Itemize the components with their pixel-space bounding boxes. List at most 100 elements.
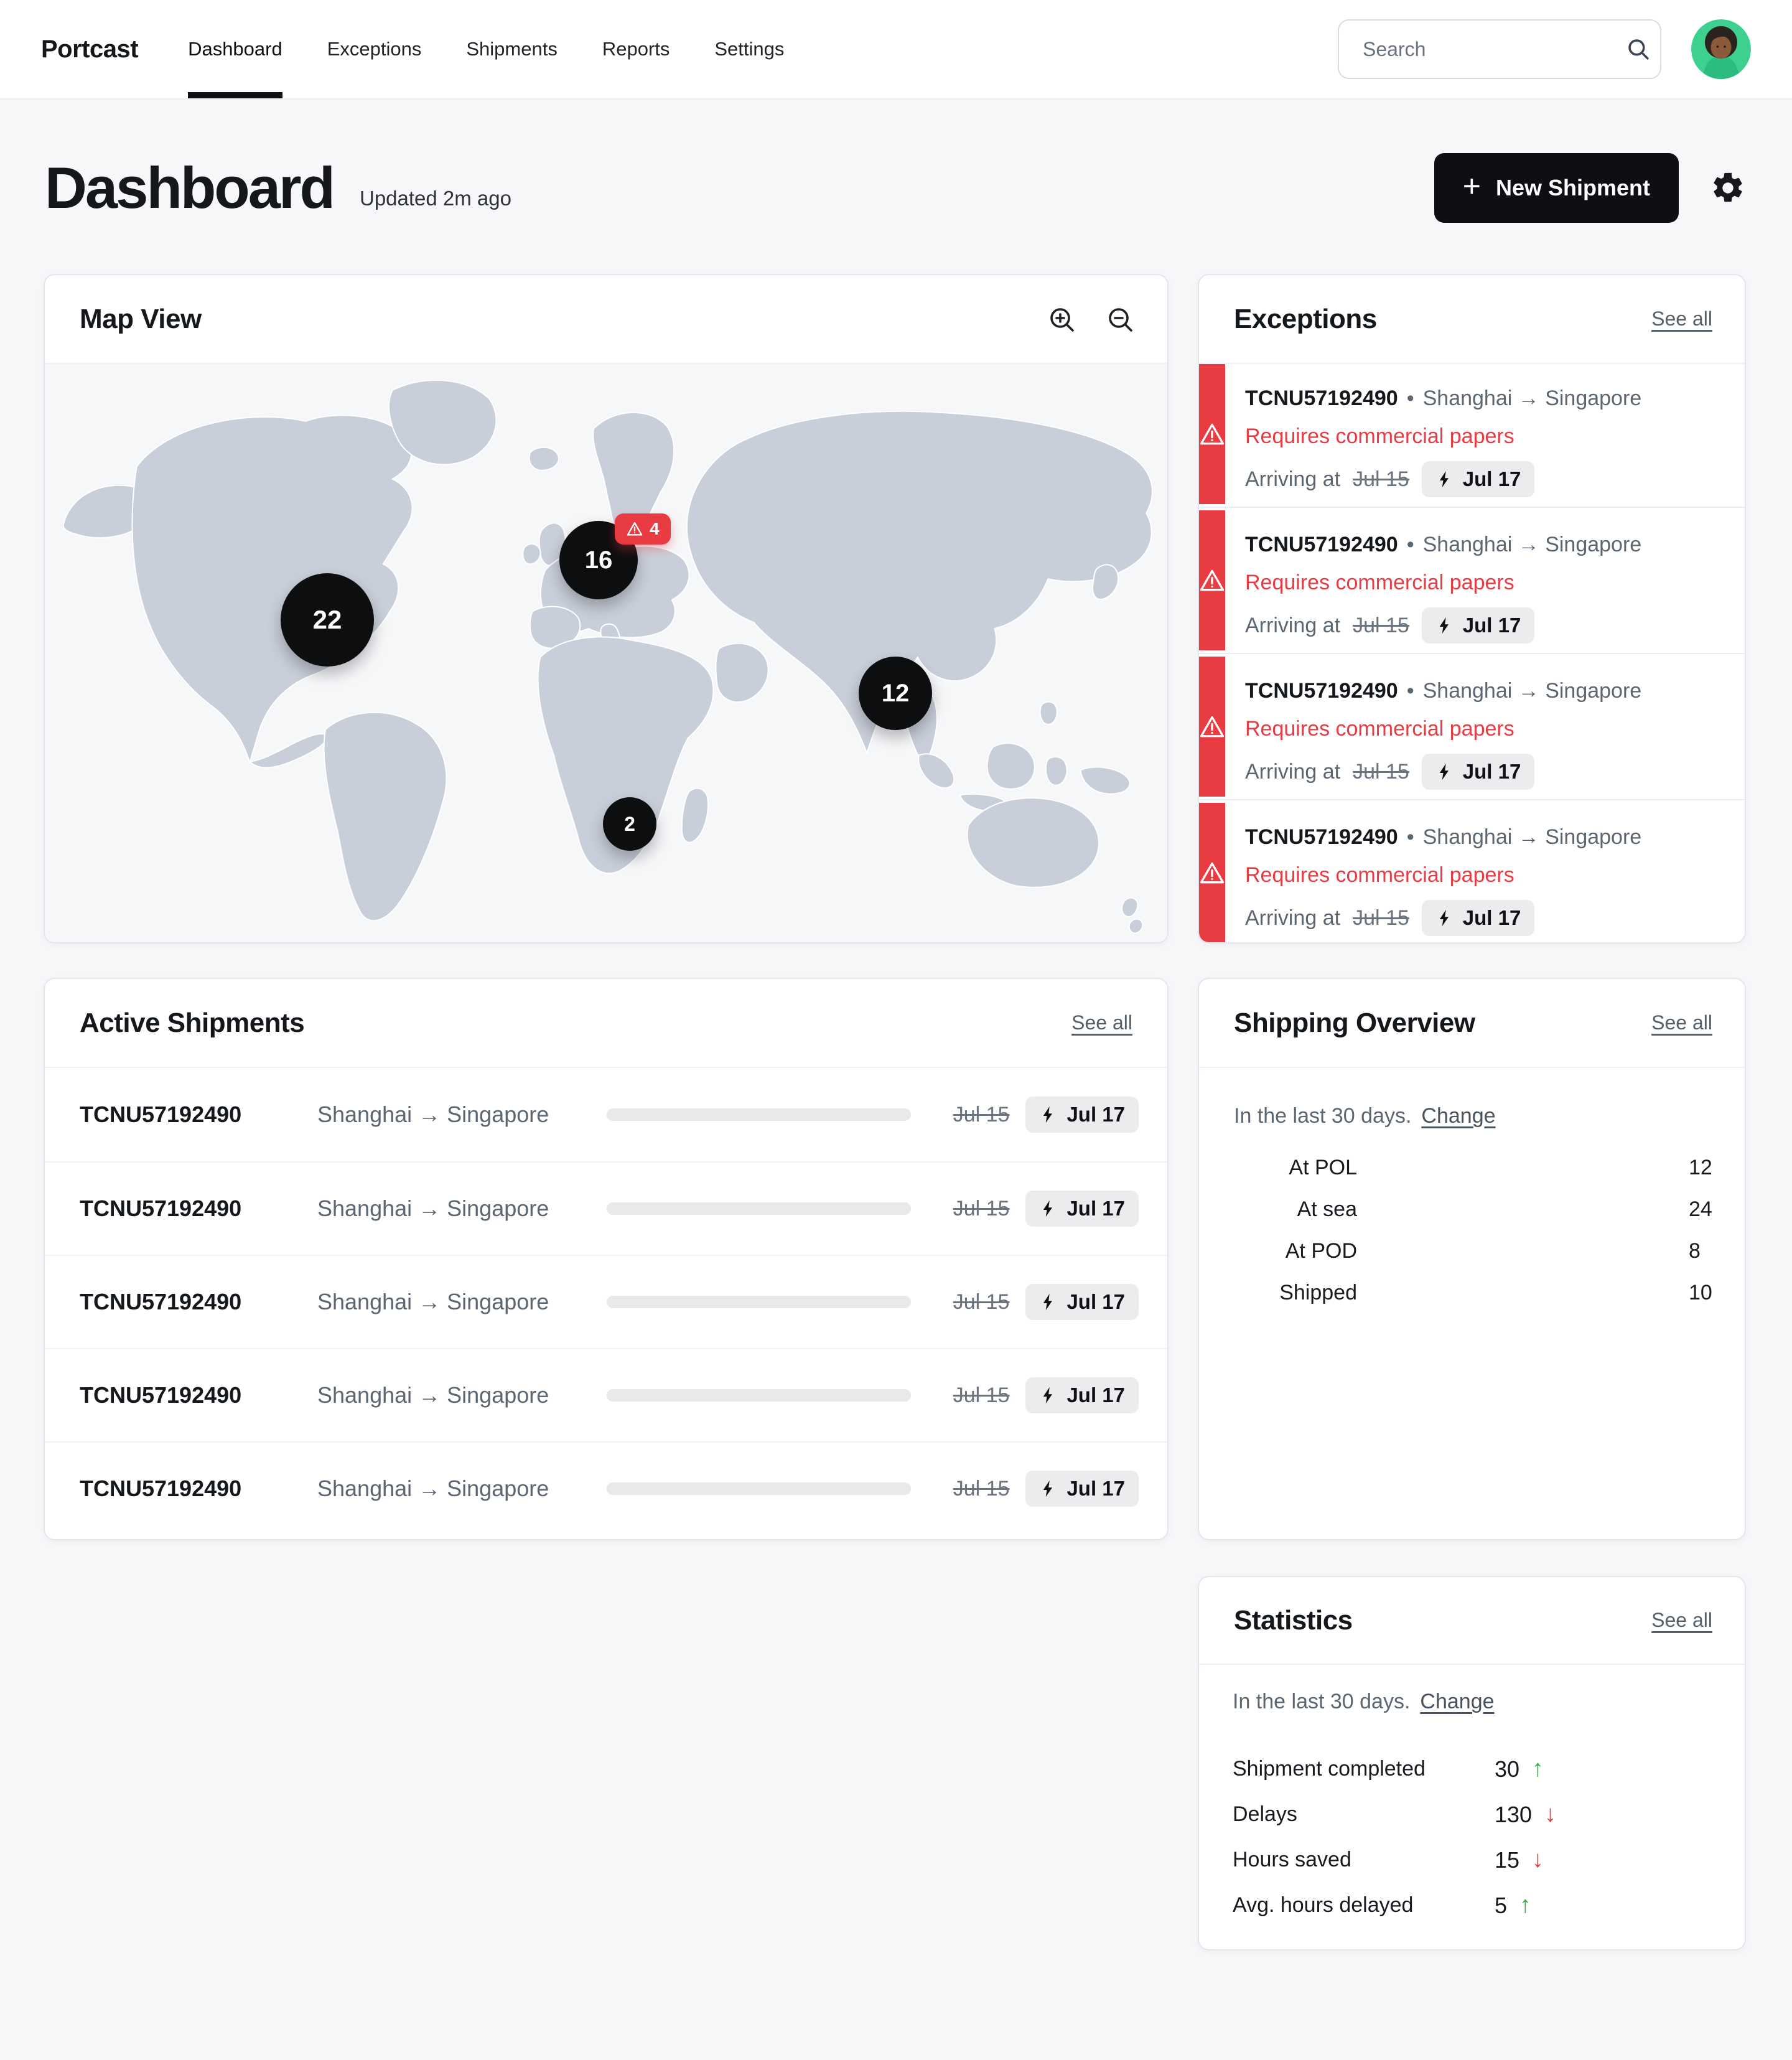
exceptions-header: Exceptions See all <box>1199 275 1745 364</box>
left-column: Map View <box>44 274 1169 1540</box>
warning-icon <box>1199 859 1226 887</box>
world-map[interactable]: 22 16 4 12 2 <box>45 364 1167 942</box>
exceptions-see-all-link[interactable]: See all <box>1651 307 1712 330</box>
map-title: Map View <box>80 303 202 334</box>
new-shipment-label: New Shipment <box>1495 175 1650 200</box>
new-shipment-button[interactable]: + New Shipment <box>1434 153 1679 223</box>
separator-dot: • <box>1406 679 1414 703</box>
arriving-label: Arriving at <box>1245 613 1341 637</box>
revised-eta: Jul 17 <box>1462 906 1521 929</box>
user-avatar[interactable] <box>1691 19 1751 79</box>
main-nav: Dashboard Exceptions Shipments Reports S… <box>188 0 784 98</box>
original-eta: Jul 15 <box>1353 613 1409 637</box>
map-marker-southeast-asia[interactable]: 12 <box>859 657 932 730</box>
lightning-icon <box>1039 1105 1058 1124</box>
chart-value: 12 <box>1689 1156 1712 1179</box>
exception-route: Shanghai → Singapore <box>1422 679 1642 703</box>
chart-category: Shipped <box>1279 1281 1357 1304</box>
shipment-progress-bar <box>607 1202 911 1215</box>
trend-up-arrow-icon: ↑ <box>1519 1892 1532 1918</box>
shipment-id: TCNU57192490 <box>80 1382 242 1408</box>
brand-logo[interactable]: Portcast <box>41 35 139 63</box>
exception-item[interactable]: TCNU57192490 • Shanghai → Singapore Requ… <box>1199 510 1745 650</box>
original-eta: Jul 15 <box>953 1476 1010 1501</box>
exception-item[interactable]: TCNU57192490 • Shanghai → Singapore Requ… <box>1199 657 1745 797</box>
shipment-row[interactable]: TCNU57192490 Shanghai → Singapore Jul 15… <box>45 1441 1167 1535</box>
trend-down-arrow-icon: ↓ <box>1544 1801 1557 1827</box>
lightning-icon <box>1039 1479 1058 1498</box>
exception-item[interactable]: TCNU57192490 • Shanghai → Singapore Requ… <box>1199 803 1745 942</box>
exception-reason: Requires commercial papers <box>1245 571 1514 594</box>
search-input[interactable] <box>1361 37 1625 62</box>
statistics-card: Statistics See all In the last 30 days. C… <box>1198 1576 1746 1950</box>
exceptions-title: Exceptions <box>1234 303 1377 334</box>
exceptions-card: Exceptions See all TCNU57192490 • Shang <box>1198 274 1746 943</box>
statistics-header: Statistics See all <box>1199 1577 1745 1665</box>
active-shipments-see-all-link[interactable]: See all <box>1071 1011 1132 1034</box>
map-marker-southern-africa[interactable]: 2 <box>603 797 656 851</box>
exception-reason: Requires commercial papers <box>1245 717 1514 741</box>
nav-item-exceptions[interactable]: Exceptions <box>327 38 422 60</box>
zoom-out-button[interactable] <box>1105 304 1135 334</box>
shipment-progress-bar <box>607 1482 911 1495</box>
stat-value: 30 <box>1495 1756 1520 1782</box>
divider <box>1199 507 1745 508</box>
original-eta: Jul 15 <box>1353 906 1409 930</box>
original-eta: Jul 15 <box>953 1290 1010 1314</box>
revised-eta: Jul 17 <box>1066 1383 1125 1407</box>
arriving-label: Arriving at <box>1245 906 1341 930</box>
statistics-see-all-link[interactable]: See all <box>1651 1609 1712 1631</box>
exception-item[interactable]: TCNU57192490 • Shanghai → Singapore Requ… <box>1199 364 1745 504</box>
updated-timestamp: Updated 2m ago <box>359 187 511 210</box>
zoom-in-button[interactable] <box>1047 304 1076 334</box>
shipment-id: TCNU57192490 <box>80 1102 242 1127</box>
shipment-row[interactable]: TCNU57192490 Shanghai → Singapore Jul 15… <box>45 1255 1167 1348</box>
separator-dot: • <box>1406 386 1414 410</box>
arriving-label: Arriving at <box>1245 759 1341 784</box>
map-marker-north-america[interactable]: 22 <box>281 573 374 667</box>
shipment-row[interactable]: TCNU57192490 Shanghai → Singapore Jul 15… <box>45 1348 1167 1441</box>
settings-gear-button[interactable] <box>1710 170 1746 206</box>
zoom-out-icon <box>1105 304 1135 334</box>
revised-eta-badge: Jul 17 <box>1421 607 1535 644</box>
nav-item-reports[interactable]: Reports <box>602 38 670 60</box>
trend-down-arrow-icon: ↓ <box>1532 1847 1544 1873</box>
warning-icon <box>1199 567 1226 594</box>
shipping-overview-header: Shipping Overview See all <box>1199 979 1745 1068</box>
exception-stripe <box>1199 657 1225 797</box>
period-text: In the last 30 days. <box>1233 1690 1411 1713</box>
shipping-overview-see-all-link[interactable]: See all <box>1651 1011 1712 1034</box>
map-alert-count: 4 <box>650 519 660 538</box>
overview-period: In the last 30 days. Change <box>1234 1104 1710 1128</box>
stat-label: Hours saved <box>1233 1848 1351 1871</box>
statistics-period: In the last 30 days. Change <box>1233 1690 1711 1714</box>
original-eta: Jul 15 <box>953 1196 1010 1220</box>
warning-icon <box>1199 421 1226 448</box>
shipment-id: TCNU57192490 <box>80 1289 242 1314</box>
shipping-overview-card: Shipping Overview See all In the last 30… <box>1198 978 1746 1540</box>
overview-change-link[interactable]: Change <box>1421 1104 1496 1128</box>
stat-label: Avg. hours delayed <box>1233 1893 1414 1917</box>
shipment-row[interactable]: TCNU57192490 Shanghai → Singapore Jul 15… <box>45 1161 1167 1255</box>
map-marker-europe[interactable]: 16 <box>559 521 638 599</box>
search-icon[interactable] <box>1625 36 1651 62</box>
original-eta: Jul 15 <box>1353 759 1409 784</box>
active-shipments-title: Active Shipments <box>80 1007 305 1038</box>
revised-eta: Jul 17 <box>1462 467 1521 490</box>
exception-reason: Requires commercial papers <box>1245 424 1514 448</box>
nav-item-dashboard[interactable]: Dashboard <box>188 0 282 98</box>
nav-item-settings[interactable]: Settings <box>714 38 785 60</box>
marker-count: 12 <box>881 679 910 707</box>
map-alert-badge[interactable]: 4 <box>615 513 671 545</box>
search-box <box>1338 19 1661 79</box>
nav-item-shipments[interactable]: Shipments <box>466 38 558 60</box>
marker-count: 2 <box>624 812 635 835</box>
chart-value: 10 <box>1689 1281 1712 1304</box>
statistics-change-link[interactable]: Change <box>1420 1690 1495 1713</box>
shipment-row[interactable]: TCNU57192490 Shanghai → Singapore Jul 15… <box>45 1068 1167 1161</box>
zoom-in-icon <box>1047 304 1076 334</box>
exception-stripe <box>1199 510 1225 650</box>
exception-id: TCNU57192490 <box>1245 533 1398 556</box>
chart-row: Shipped 10 <box>1234 1272 1712 1314</box>
lightning-icon <box>1435 616 1454 635</box>
